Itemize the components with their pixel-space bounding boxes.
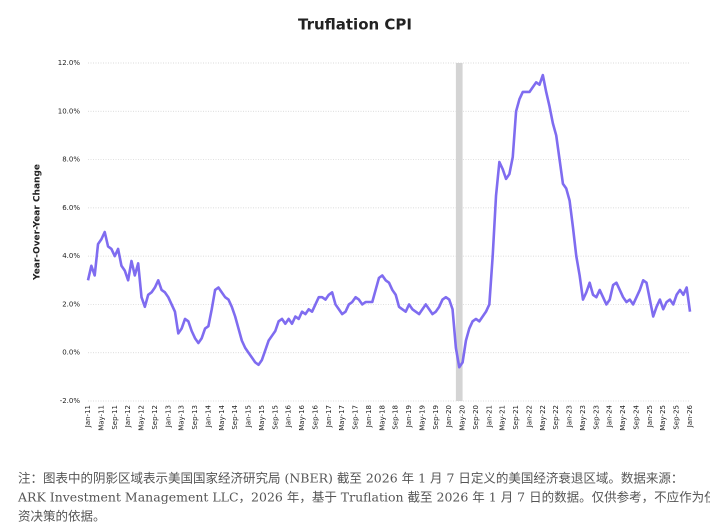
x-tick-label: Jan-20	[445, 405, 453, 428]
footnote: ARK Investment Management LLC，2026 年，基于 …	[17, 490, 710, 505]
x-tick-label: May-25	[659, 405, 667, 431]
x-tick-label: Jan-25	[646, 405, 654, 428]
x-tick-label: Sep-17	[352, 405, 360, 430]
x-tick-label: May-17	[338, 405, 346, 431]
x-tick-label: May-14	[218, 404, 226, 430]
x-tick-label: May-11	[97, 405, 105, 431]
x-tick-label: Sep-14	[231, 404, 239, 429]
x-tick-label: May-21	[499, 405, 507, 431]
x-tick-label: May-13	[178, 405, 186, 431]
x-tick-label: Jan-23	[566, 405, 574, 428]
x-tick-label: May-12	[138, 405, 146, 431]
x-tick-label: Jan-17	[325, 405, 333, 428]
x-tick-label: Jan-22	[525, 405, 533, 428]
y-tick-label: 2.0%	[62, 300, 80, 308]
x-tick-label: May-23	[579, 405, 587, 431]
x-tick-label: Sep-15	[271, 405, 279, 430]
x-tick-label: Sep-18	[392, 405, 400, 430]
x-tick-label: Sep-13	[191, 405, 199, 430]
x-tick-label: May-19	[418, 405, 426, 431]
x-tick-label: Sep-21	[512, 405, 520, 430]
data-line	[86, 73, 692, 369]
x-tick-label: May-15	[258, 405, 266, 431]
x-tick-label: Jan-19	[405, 405, 413, 428]
x-tick-label: Sep-19	[432, 405, 440, 430]
x-tick-label: May-20	[459, 405, 467, 431]
recession-band	[455, 63, 463, 401]
x-tick-label: Sep-23	[592, 405, 600, 430]
x-tick-label: Jan-12	[124, 405, 132, 428]
x-tick-label: Jan-26	[686, 404, 694, 428]
x-tick-label: Sep-24	[632, 404, 640, 429]
y-tick-label: 10.0%	[58, 107, 81, 115]
x-tick-label: May-16	[298, 404, 306, 430]
x-tick-label: May-22	[539, 405, 547, 431]
y-tick-label: 4.0%	[62, 252, 80, 260]
x-tick-label: Jan-11	[84, 405, 92, 428]
x-tick-label: Jan-16	[285, 404, 293, 428]
x-tick-label: Sep-12	[151, 405, 159, 430]
footnote: 资决策的依据。	[18, 509, 106, 524]
x-tick-label: Sep-16	[311, 404, 319, 429]
x-tick-label: Jan-14	[204, 404, 212, 428]
y-tick-label: -2.0%	[60, 397, 81, 405]
x-tick-label: Jan-18	[365, 405, 373, 428]
x-tick-label: Sep-11	[111, 405, 119, 430]
x-tick-label: May-18	[378, 405, 386, 431]
footnote: 注：图表中的阴影区域表示美国国家经济研究局 (NBER) 截至 2026 年 1…	[18, 471, 683, 486]
x-tick-label: May-24	[619, 404, 627, 430]
y-axis-label: Year-Over-Year Change	[33, 164, 43, 281]
x-tick-label: Jan-15	[245, 405, 253, 428]
y-tick-label: 8.0%	[62, 156, 80, 164]
x-tick-label: Jan-21	[485, 405, 493, 428]
x-tick-label: Sep-25	[673, 405, 681, 430]
chart-title: Truflation CPI	[298, 16, 412, 34]
x-tick-label: Sep-22	[552, 405, 560, 430]
x-tick-label: Jan-13	[164, 405, 172, 428]
y-tick-label: 0.0%	[62, 349, 80, 357]
y-tick-label: 12.0%	[58, 59, 81, 67]
y-tick-label: 6.0%	[62, 204, 80, 212]
x-tick-label: Jan-24	[606, 404, 614, 428]
x-tick-label: Sep-20	[472, 405, 480, 430]
